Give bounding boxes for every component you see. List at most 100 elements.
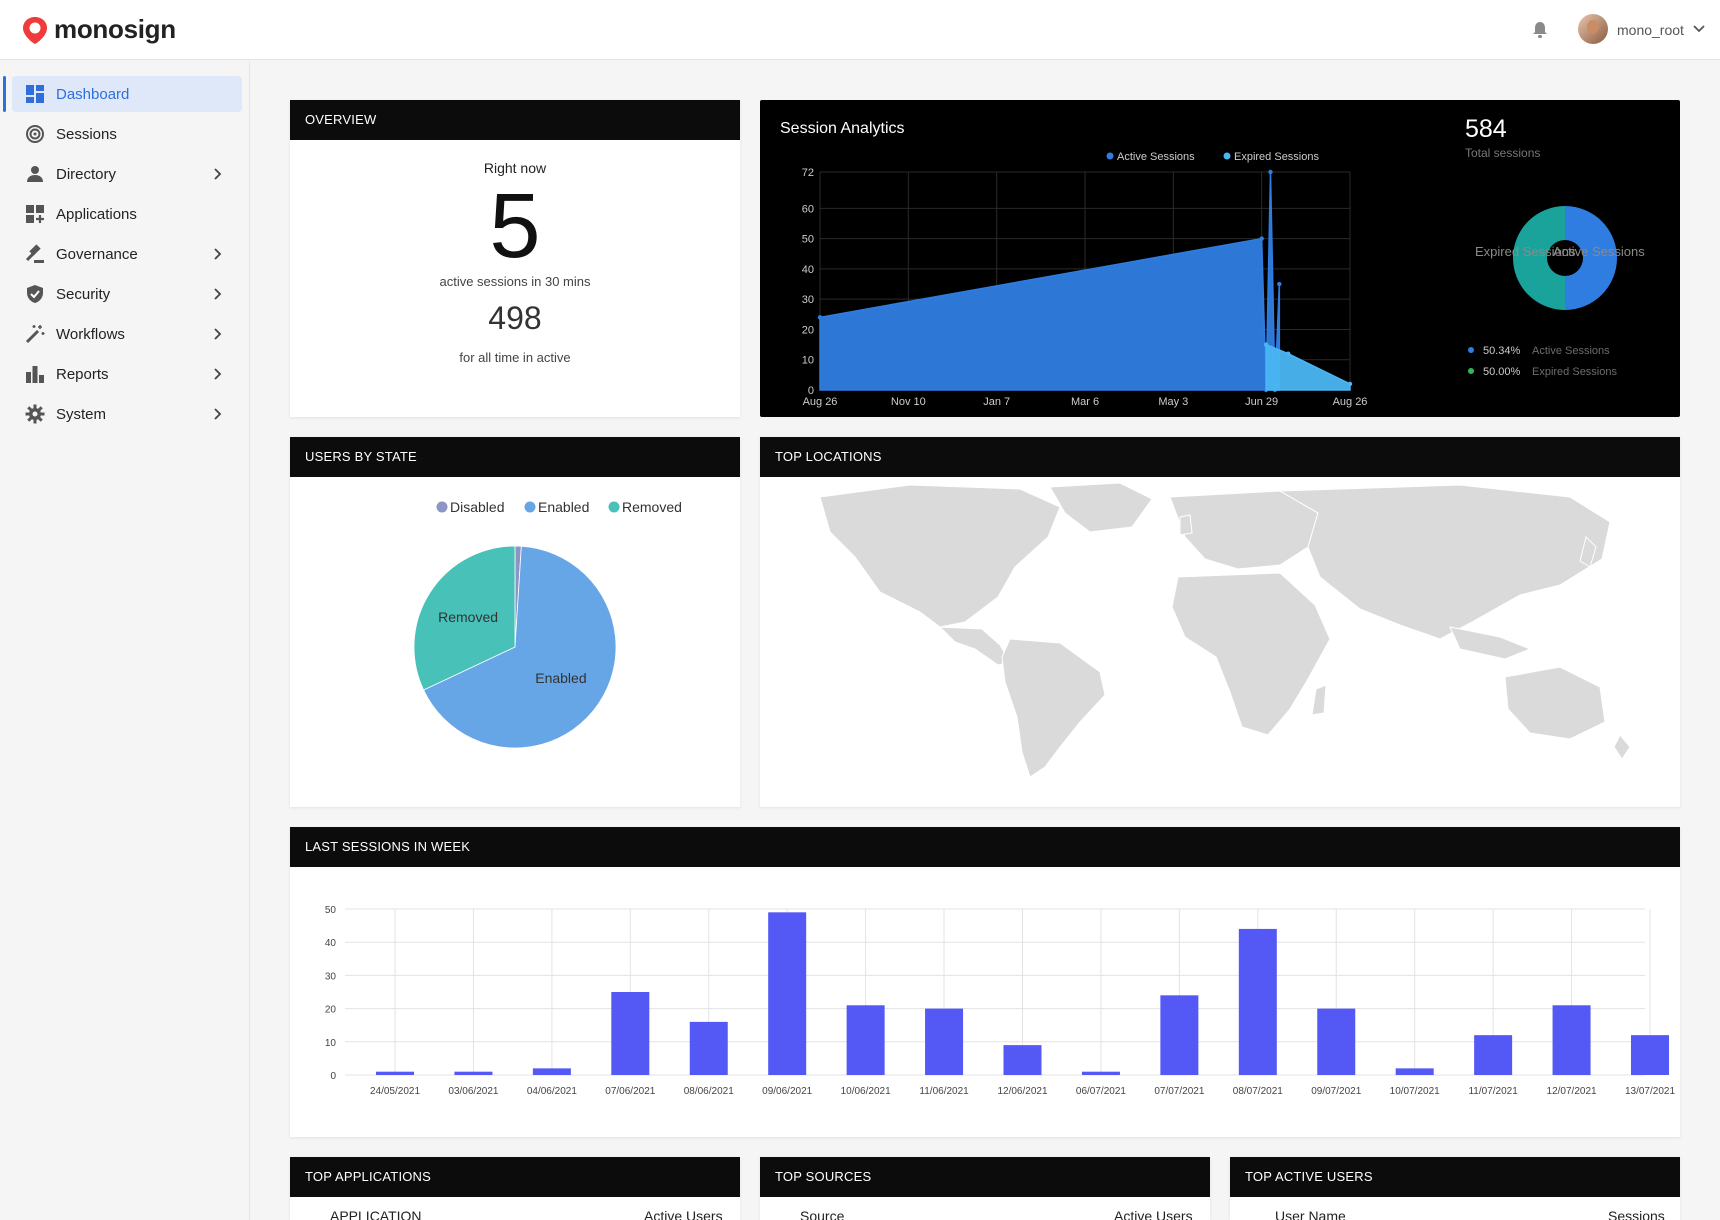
gavel-icon <box>24 243 46 265</box>
bell-icon[interactable] <box>1530 20 1550 40</box>
bar[interactable] <box>1552 1005 1591 1075</box>
north-america <box>819 484 1061 628</box>
chevron-right-icon <box>210 167 224 181</box>
central-america <box>938 626 1011 666</box>
sidebar: Dashboard Sessions Directory Application… <box>0 61 250 1220</box>
column-header-active-users[interactable]: Active Users <box>1114 1208 1193 1220</box>
column-header-sessions[interactable]: Sessions <box>1608 1208 1665 1220</box>
bar[interactable] <box>846 1005 885 1075</box>
session-analytics-chart: Session Analytics Active Sessions Expired… <box>780 115 1645 408</box>
x-tick-label: 09/06/2021 <box>762 1086 812 1097</box>
bar[interactable] <box>1003 1045 1042 1075</box>
uk <box>1179 514 1193 536</box>
column-header-active-users[interactable]: Active Users <box>644 1208 723 1220</box>
expired-stat-dot <box>1468 368 1474 374</box>
card-title: USERS BY STATE <box>290 437 740 477</box>
chevron-right-icon <box>210 407 224 421</box>
column-header-user-name[interactable]: User Name <box>1275 1208 1346 1220</box>
sidebar-item-sessions[interactable]: Sessions <box>12 116 242 152</box>
sidebar-item-label: Governance <box>56 245 138 263</box>
pie-slice-enabled[interactable] <box>423 545 617 749</box>
chevron-right-icon <box>210 247 224 261</box>
sidebar-item-system[interactable]: System <box>12 396 242 432</box>
x-tick-label: 11/06/2021 <box>919 1086 969 1097</box>
y-tick-label: 40 <box>802 264 814 276</box>
x-tick-label: Aug 26 <box>803 396 838 408</box>
avatar[interactable] <box>1578 14 1608 44</box>
pie-slice-label: Removed <box>438 609 498 625</box>
data-point <box>1347 381 1353 387</box>
users-by-state-card: USERS BY STATE Disabled Enabled Removed En… <box>290 437 740 807</box>
bar[interactable] <box>376 1071 414 1075</box>
x-tick-label: Jan 7 <box>983 396 1010 408</box>
pie-slice-label: Enabled <box>535 670 586 686</box>
bar[interactable] <box>768 912 807 1075</box>
europe <box>1169 490 1319 570</box>
top-bar: monosign mono_root <box>0 0 1720 60</box>
bar[interactable] <box>925 1008 964 1075</box>
bar[interactable] <box>454 1071 493 1075</box>
legend-swatch <box>1106 152 1114 160</box>
legend-label: Active Sessions <box>1117 151 1195 163</box>
total-sessions-value: 584 <box>1465 115 1507 143</box>
sidebar-item-applications[interactable]: Applications <box>12 196 242 232</box>
legend-label: Disabled <box>450 499 504 515</box>
logo[interactable]: monosign <box>20 14 176 45</box>
series-area <box>1265 343 1351 391</box>
bar[interactable] <box>1395 1068 1434 1075</box>
new-zealand <box>1613 734 1631 760</box>
chevron-right-icon <box>210 327 224 341</box>
session-analytics-card: Session Analytics Active Sessions Expired… <box>760 100 1680 417</box>
bar[interactable] <box>1631 1035 1669 1075</box>
apps-icon <box>24 203 46 225</box>
bar[interactable] <box>689 1021 728 1075</box>
chevron-right-icon <box>210 367 224 381</box>
sidebar-item-security[interactable]: Security <box>12 276 242 312</box>
chevron-down-icon[interactable] <box>1692 22 1706 36</box>
sidebar-item-label: Directory <box>56 165 117 183</box>
chart-title: Session Analytics <box>780 120 905 137</box>
y-tick-label: 50 <box>802 234 814 246</box>
sidebar-item-dashboard[interactable]: Dashboard <box>3 76 242 112</box>
bar[interactable] <box>532 1068 571 1075</box>
sidebar-item-directory[interactable]: Directory <box>12 156 242 192</box>
bar[interactable] <box>1160 995 1199 1075</box>
data-point <box>1259 236 1264 241</box>
x-tick-label: 04/06/2021 <box>527 1086 577 1097</box>
data-point <box>1285 351 1291 356</box>
world-map[interactable] <box>760 477 1680 807</box>
bar[interactable] <box>1081 1071 1120 1075</box>
bar[interactable] <box>1238 928 1277 1075</box>
donut-label-active: Active Sessions <box>1553 244 1645 259</box>
pie-slice-removed[interactable] <box>413 545 516 691</box>
bar[interactable] <box>1317 1008 1356 1075</box>
column-header-source[interactable]: Source <box>800 1208 845 1220</box>
x-tick-label: 07/06/2021 <box>605 1086 655 1097</box>
legend-swatch <box>436 501 448 513</box>
x-tick-label: Mar 6 <box>1071 396 1099 408</box>
expired-stat-label: Expired Sessions <box>1532 366 1617 378</box>
sidebar-item-workflows[interactable]: Workflows <box>12 316 242 352</box>
y-tick-label: 40 <box>325 938 337 949</box>
top-applications-card: TOP APPLICATIONS APPLICATION Active User… <box>290 1157 740 1220</box>
brand-name: monosign <box>54 14 176 44</box>
sidebar-item-reports[interactable]: Reports <box>12 356 242 392</box>
chevron-right-icon <box>210 287 224 301</box>
south-america <box>1001 638 1106 778</box>
card-title: TOP SOURCES <box>760 1157 1210 1197</box>
japan <box>1579 536 1597 568</box>
user-name[interactable]: mono_root <box>1617 22 1684 38</box>
x-tick-label: Nov 10 <box>891 396 926 408</box>
legend-swatch <box>524 501 536 513</box>
card-title: TOP ACTIVE USERS <box>1230 1157 1680 1197</box>
asia <box>1278 484 1611 640</box>
bar[interactable] <box>1474 1035 1513 1075</box>
data-point <box>1263 342 1269 347</box>
dashboard-icon <box>24 83 46 105</box>
column-header-application[interactable]: APPLICATION <box>330 1208 422 1220</box>
y-tick-label: 10 <box>802 355 814 367</box>
x-tick-label: 11/07/2021 <box>1468 1086 1518 1097</box>
x-tick-label: May 3 <box>1158 396 1188 408</box>
bar[interactable] <box>611 992 650 1075</box>
sidebar-item-governance[interactable]: Governance <box>12 236 242 272</box>
